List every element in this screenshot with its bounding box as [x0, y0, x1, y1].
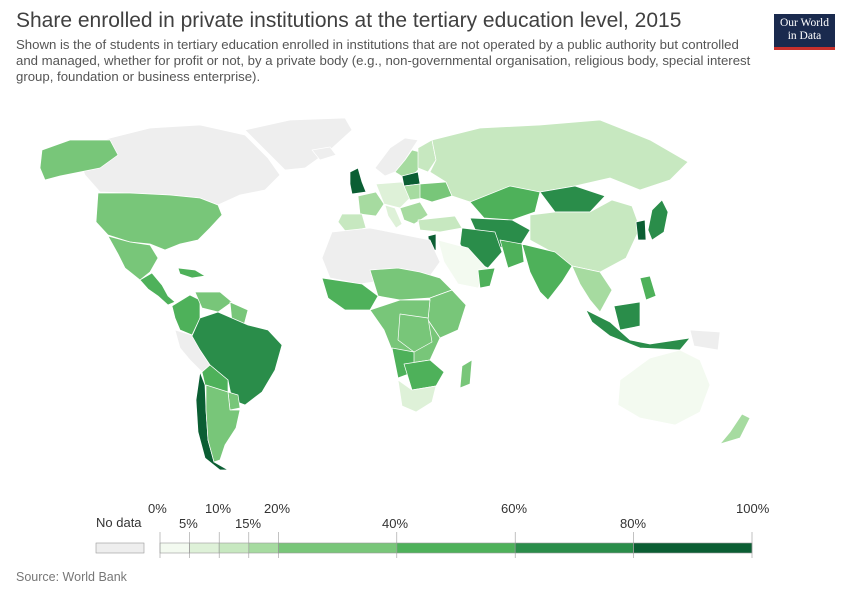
region-south-africa[interactable]	[397, 379, 437, 413]
region-finland[interactable]	[417, 139, 437, 173]
region-norway[interactable]	[374, 137, 419, 177]
legend-tick-60: 60%	[501, 501, 528, 516]
legend-tick-80: 80%	[620, 516, 647, 531]
region-philippines[interactable]	[639, 275, 657, 301]
legend-bin-80-100	[633, 542, 753, 554]
region-france[interactable]	[357, 191, 385, 217]
legend-tick-15: 15%	[235, 516, 262, 531]
region-alaska[interactable]	[39, 139, 119, 181]
region-mexico[interactable]	[107, 235, 159, 281]
owid-logo[interactable]: Our World in Data	[774, 14, 835, 50]
region-saudi[interactable]	[437, 239, 489, 289]
legend-bin-0-5	[159, 542, 190, 554]
region-central-america[interactable]	[139, 272, 176, 306]
region-usa[interactable]	[95, 192, 223, 251]
region-southern-africa[interactable]	[403, 359, 445, 391]
region-central-europe[interactable]	[375, 181, 413, 209]
region-venezuela[interactable]	[194, 291, 233, 313]
legend-tick-40: 40%	[382, 516, 409, 531]
region-pakistan[interactable]	[499, 239, 525, 269]
region-uk[interactable]	[349, 167, 367, 195]
region-ukraine[interactable]	[419, 181, 453, 203]
legend-bin-60-80	[514, 542, 634, 554]
legend-bin-20-40	[278, 542, 398, 554]
region-korea[interactable]	[635, 219, 647, 241]
region-turkey[interactable]	[417, 215, 463, 233]
region-iceland[interactable]	[311, 146, 337, 161]
region-png[interactable]	[689, 329, 721, 351]
legend-bin-10-15	[218, 542, 250, 554]
region-borneo[interactable]	[613, 301, 641, 331]
region-drc[interactable]	[397, 313, 433, 353]
region-new-zealand[interactable]	[719, 413, 751, 445]
logo-line-1: Our World	[779, 17, 829, 29]
legend-bin-15-20	[248, 542, 279, 554]
legend-no-data-label: No data	[96, 515, 142, 530]
world-map[interactable]	[0, 100, 850, 480]
region-oman[interactable]	[477, 267, 496, 289]
region-brazil[interactable]	[191, 311, 283, 406]
region-india[interactable]	[521, 243, 573, 301]
region-caribbean[interactable]	[177, 267, 206, 279]
legend-bin-40-60	[396, 542, 516, 554]
chart-subtitle: Shown is the of students in tertiary edu…	[16, 37, 751, 84]
region-kazakhstan[interactable]	[469, 185, 541, 221]
region-australia[interactable]	[617, 349, 711, 426]
region-indonesia[interactable]	[585, 309, 691, 351]
region-mongolia[interactable]	[539, 185, 606, 213]
chart-title: Share enrolled in private institutions a…	[16, 9, 682, 32]
region-canada[interactable]	[74, 124, 281, 206]
legend-no-data-swatch	[95, 542, 145, 554]
region-russia[interactable]	[429, 119, 689, 203]
region-madagascar[interactable]	[459, 359, 473, 389]
legend-bin-5-10	[189, 542, 220, 554]
legend-tick-20: 20%	[264, 501, 291, 516]
region-japan[interactable]	[647, 199, 669, 241]
legend-tick-10: 10%	[205, 501, 232, 516]
region-italy[interactable]	[384, 204, 403, 229]
legend-tick-5: 5%	[179, 516, 198, 531]
legend-tick-100: 100%	[736, 501, 770, 516]
logo-line-2: in Data	[787, 30, 822, 42]
region-se-asia[interactable]	[571, 265, 613, 313]
legend-tick-0: 0%	[148, 501, 167, 516]
region-argentina[interactable]	[205, 384, 241, 463]
source-note: Source: World Bank	[16, 570, 127, 584]
